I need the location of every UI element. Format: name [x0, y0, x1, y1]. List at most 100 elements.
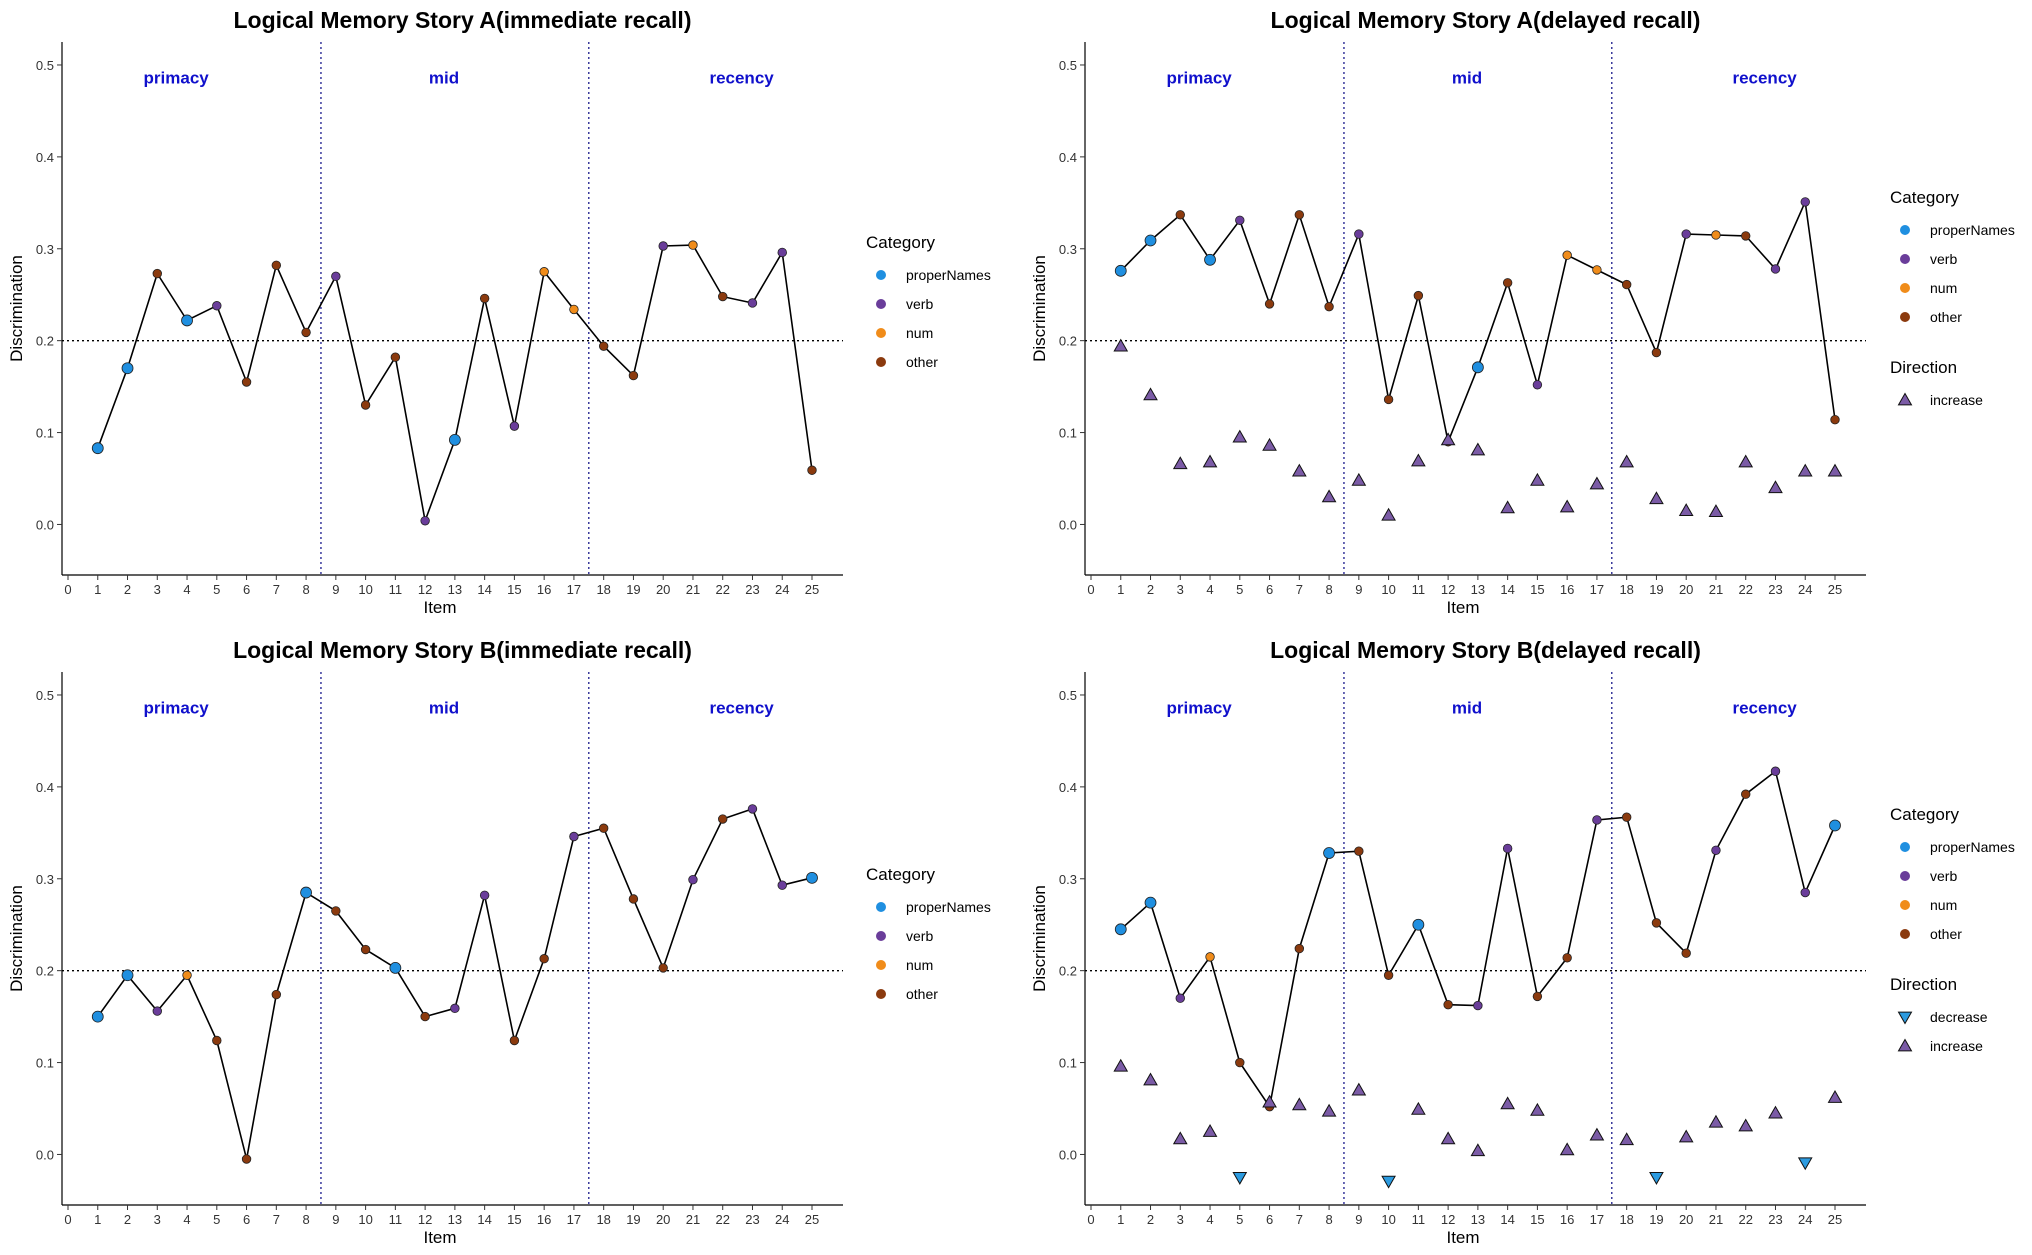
x-tick-label: 0 — [64, 1212, 71, 1227]
x-tick-label: 9 — [1355, 582, 1362, 597]
discrimination-line — [97, 244, 813, 524]
x-tick-label: 11 — [1412, 1212, 1426, 1227]
data-point-verb — [747, 804, 758, 814]
direction-marker-increase — [1351, 472, 1367, 486]
x-tick-label: 10 — [1381, 1212, 1395, 1227]
data-point-properNames — [1144, 234, 1157, 247]
x-tick-label: 15 — [1530, 1212, 1544, 1227]
x-tick-label: 21 — [1709, 1212, 1723, 1227]
x-tick-label: 15 — [507, 1212, 521, 1227]
x-tick-label: 3 — [154, 582, 161, 597]
data-point-num — [1711, 230, 1721, 240]
direction-marker-increase — [1470, 442, 1486, 456]
x-tick-label: 2 — [124, 1212, 131, 1227]
x-tick-label: 0 — [64, 582, 71, 597]
region-label-mid: mid — [1452, 698, 1482, 717]
data-point-verb — [747, 298, 758, 308]
data-point-properNames — [1471, 361, 1484, 374]
x-tick-label: 23 — [745, 1212, 759, 1227]
legend-label-num: num — [906, 325, 933, 341]
data-point-other — [658, 963, 668, 973]
x-tick-label: 1 — [94, 582, 101, 597]
x-tick-label: 24 — [1798, 1212, 1812, 1227]
direction-marker-increase — [1827, 463, 1843, 477]
direction-marker-increase — [1440, 1131, 1456, 1145]
data-point-other — [420, 1011, 430, 1022]
x-tick-label: 16 — [1560, 582, 1574, 597]
x-tick-label: 15 — [1530, 582, 1544, 597]
legend-label-properNames: properNames — [1930, 839, 2015, 855]
x-tick-label: 17 — [1590, 582, 1604, 597]
x-tick-label: 20 — [1679, 582, 1693, 597]
x-tick-label: 11 — [1412, 582, 1426, 597]
data-point-other — [212, 1035, 222, 1046]
direction-marker-increase — [1619, 454, 1635, 468]
legend-key-verb — [876, 299, 886, 309]
data-point-other — [241, 1154, 252, 1164]
legend: Category properNames verb num other Direction… — [1890, 805, 2015, 1054]
data-point-verb — [1235, 215, 1245, 225]
chart-panel-4: Logical Memory Story B(delayed recall) 0.… — [1030, 637, 2015, 1247]
chart-title: Logical Memory Story B(delayed recall) — [1270, 637, 1701, 663]
region-label-primacy: primacy — [144, 698, 210, 717]
data-point-other — [1562, 953, 1572, 963]
x-tick-label: 2 — [124, 582, 131, 597]
y-tick-label: 0.0 — [1059, 1147, 1077, 1162]
data-point-num — [1592, 265, 1602, 275]
data-point-other — [1830, 414, 1840, 425]
x-tick-label: 25 — [805, 1212, 819, 1227]
data-point-verb — [509, 421, 520, 431]
legend-label-increase: increase — [1930, 1038, 1983, 1054]
y-axis-title: Discrimination — [7, 255, 26, 362]
y-tick-label: 0.3 — [36, 242, 54, 257]
data-point-verb — [1770, 264, 1781, 274]
x-tick-label: 19 — [626, 582, 640, 597]
x-tick-label: 12 — [1441, 582, 1455, 597]
data-point-num — [569, 304, 579, 315]
legend-title-category: Category — [866, 233, 935, 252]
direction-marker-increase — [1143, 387, 1158, 401]
x-tick-label: 1 — [94, 1212, 101, 1227]
data-point-other — [479, 293, 490, 304]
x-tick-label: 0 — [1087, 582, 1094, 597]
data-point-other — [1235, 1057, 1245, 1068]
data-point-properNames — [91, 442, 104, 455]
direction-marker-increase — [1143, 1072, 1158, 1086]
y-tick-label: 0.4 — [36, 150, 54, 165]
x-tick-label: 20 — [656, 1212, 670, 1227]
data-point-num — [539, 267, 549, 277]
data-point-properNames — [121, 362, 134, 375]
data-point-other — [1264, 299, 1275, 309]
legend-label-properNames: properNames — [906, 267, 991, 283]
x-axis-title: Item — [1446, 1228, 1479, 1247]
x-tick-label: 24 — [775, 1212, 789, 1227]
x-tick-label: 13 — [1471, 582, 1485, 597]
direction-marker-increase — [1470, 1143, 1486, 1157]
data-point-num — [182, 970, 192, 980]
data-point-properNames — [448, 434, 461, 446]
legend: Category properNames verb num other — [866, 233, 991, 370]
x-tick-label: 21 — [1709, 582, 1723, 597]
y-tick-label: 0.4 — [1059, 780, 1077, 795]
data-point-other — [1294, 210, 1305, 220]
x-axis-title: Item — [1446, 598, 1479, 617]
legend-key-verb — [876, 931, 886, 941]
x-tick-label: 3 — [1177, 582, 1184, 597]
legend-label-verb: verb — [1930, 868, 1957, 884]
data-point-other — [1621, 812, 1632, 822]
x-tick-label: 19 — [1649, 1212, 1663, 1227]
data-point-properNames — [389, 962, 402, 974]
data-point-verb — [1800, 197, 1810, 207]
chart-panel-1: Logical Memory Story A(immediate recall)… — [7, 7, 991, 617]
direction-marker-increase — [1351, 1082, 1367, 1096]
chart-panel-2: Logical Memory Story A(delayed recall) 0.… — [1030, 7, 2015, 617]
direction-marker-increase — [1589, 1127, 1605, 1141]
x-tick-label: 25 — [1828, 582, 1842, 597]
legend-key-increase — [1897, 1038, 1913, 1052]
data-point-other — [360, 944, 371, 955]
legend-label-num: num — [906, 957, 933, 973]
data-point-other — [1383, 394, 1394, 405]
legend-label-other: other — [906, 354, 938, 370]
direction-marker-increase — [1172, 456, 1188, 470]
direction-marker-increase — [1619, 1132, 1635, 1146]
